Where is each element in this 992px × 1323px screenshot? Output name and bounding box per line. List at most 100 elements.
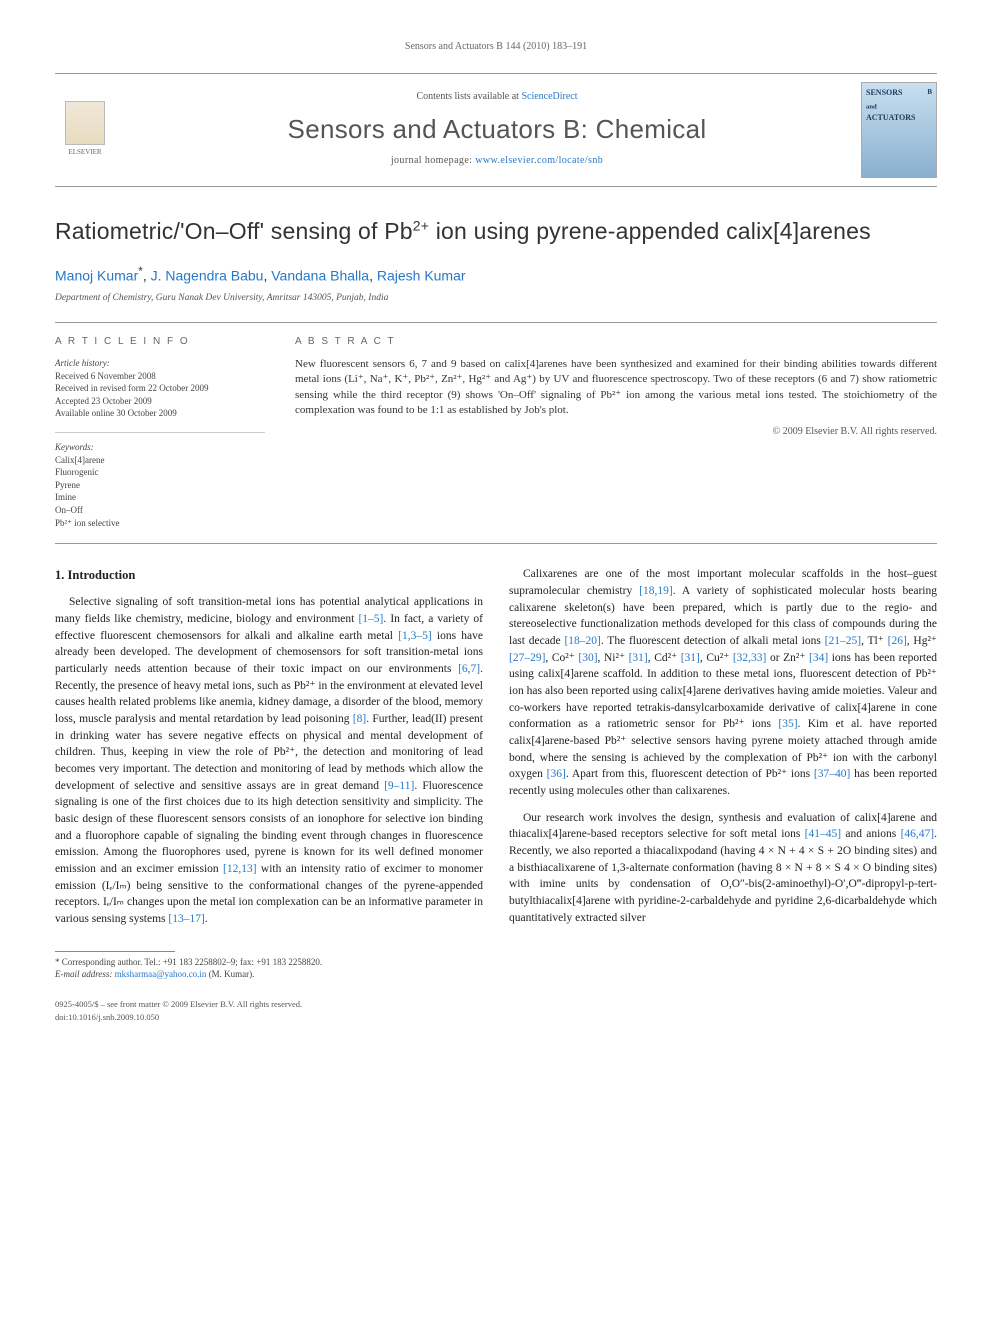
title-pre: Ratiometric/'On–Off' sensing of Pb: [55, 218, 413, 244]
p2c: . The fluorescent detection of alkali me…: [601, 635, 825, 647]
elsevier-tree-icon: [65, 101, 105, 145]
keywords-label: Keywords:: [55, 442, 94, 452]
footnotes: * Corresponding author. Tel.: +91 183 22…: [55, 956, 937, 980]
intro-p3: Our research work involves the design, s…: [509, 810, 937, 927]
authors: Manoj Kumar*, J. Nagendra Babu, Vandana …: [55, 264, 937, 286]
accepted: Accepted 23 October 2009: [55, 396, 152, 406]
intro-p1: Selective signaling of soft transition-m…: [55, 594, 483, 927]
page-bottom: 0925-4005/$ – see front matter © 2009 El…: [55, 998, 937, 1023]
p2g: , Ni²⁺: [598, 652, 629, 664]
ref-41-45[interactable]: [41–45]: [805, 828, 841, 840]
article-info: A R T I C L E I N F O Article history: R…: [55, 335, 265, 530]
page: Sensors and Actuators B 144 (2010) 183–1…: [0, 0, 992, 1053]
ref-31b[interactable]: [31]: [681, 652, 700, 664]
kw-4: On–Off: [55, 505, 83, 515]
p2i: , Cu²⁺: [700, 652, 733, 664]
ref-30[interactable]: [30]: [578, 652, 597, 664]
kw-3: Imine: [55, 492, 76, 502]
doi-line: doi:10.1016/j.snb.2009.10.050: [55, 1011, 302, 1023]
ref-18-19[interactable]: [18,19]: [639, 585, 673, 597]
ref-21-25[interactable]: [21–25]: [825, 635, 861, 647]
ref-18-20[interactable]: [18–20]: [564, 635, 600, 647]
info-heading: A R T I C L E I N F O: [55, 335, 265, 350]
p3c: . Recently, we also reported a thiacalix…: [509, 828, 937, 923]
abstract-heading: A B S T R A C T: [295, 335, 937, 350]
meta-row: A R T I C L E I N F O Article history: R…: [55, 322, 937, 545]
ref-12-13[interactable]: [12,13]: [223, 863, 257, 875]
ref-1-3-5[interactable]: [1,3–5]: [398, 630, 432, 642]
journal-cover-thumb: SENSORSandACTUATORS B: [861, 82, 937, 178]
kw-1: Fluorogenic: [55, 467, 99, 477]
kw-0: Calix[4]arene: [55, 455, 104, 465]
ref-13-17[interactable]: [13–17]: [168, 913, 204, 925]
homepage-link[interactable]: www.elsevier.com/locate/snb: [475, 155, 603, 166]
corr-marker: *: [138, 265, 143, 278]
author-link-3[interactable]: Vandana Bhalla: [271, 268, 369, 284]
p2f: , Co²⁺: [545, 652, 578, 664]
email-link[interactable]: mksharmaa@yahoo.co.in: [115, 969, 207, 979]
ref-34[interactable]: [34]: [809, 652, 828, 664]
author-link-2[interactable]: J. Nagendra Babu: [151, 268, 264, 284]
email-suffix: (M. Kumar).: [206, 969, 254, 979]
email-label: E-mail address:: [55, 969, 115, 979]
kw-5: Pb²⁺ ion selective: [55, 518, 119, 528]
homepage-line: journal homepage: www.elsevier.com/locat…: [133, 154, 861, 169]
author-link-1[interactable]: Manoj Kumar: [55, 268, 138, 284]
p2h: , Cd²⁺: [648, 652, 681, 664]
history-block: Article history: Received 6 November 200…: [55, 357, 265, 420]
p1f: . Fluorescence signaling is one of the f…: [55, 780, 483, 875]
ref-6-7[interactable]: [6,7]: [458, 663, 480, 675]
p2j: or Zn²⁺: [766, 652, 809, 664]
issn-line: 0925-4005/$ – see front matter © 2009 El…: [55, 998, 302, 1010]
history-label: Article history:: [55, 358, 110, 368]
title-sup: 2+: [413, 217, 429, 233]
ref-37-40[interactable]: [37–40]: [814, 768, 850, 780]
revised: Received in revised form 22 October 2009: [55, 383, 208, 393]
publisher-logo: ELSEVIER: [55, 95, 115, 165]
section-heading-intro: 1. Introduction: [55, 566, 483, 584]
ref-1-5[interactable]: [1–5]: [358, 613, 383, 625]
online: Available online 30 October 2009: [55, 408, 177, 418]
ref-9-11[interactable]: [9–11]: [384, 780, 414, 792]
bottom-left: 0925-4005/$ – see front matter © 2009 El…: [55, 998, 302, 1023]
cover-sub: B: [927, 87, 932, 97]
p1h: .: [205, 913, 208, 925]
author-link-4[interactable]: Rajesh Kumar: [377, 268, 466, 284]
journal-title: Sensors and Actuators B: Chemical: [133, 111, 861, 149]
article-title: Ratiometric/'On–Off' sensing of Pb2+ ion…: [55, 215, 937, 248]
p2d: , Tl⁺: [861, 635, 888, 647]
title-post: ion using pyrene-appended calix[4]arenes: [429, 218, 871, 244]
sciencedirect-link[interactable]: ScienceDirect: [521, 91, 577, 102]
masthead-center: Contents lists available at ScienceDirec…: [133, 90, 861, 169]
intro-p2: Calixarenes are one of the most importan…: [509, 566, 937, 799]
footnote-rule: [55, 951, 175, 952]
p2e: , Hg²⁺: [907, 635, 937, 647]
ref-32-33[interactable]: [32,33]: [733, 652, 767, 664]
homepage-prefix: journal homepage:: [391, 155, 475, 166]
received: Received 6 November 2008: [55, 371, 156, 381]
p3b: and anions: [841, 828, 901, 840]
p2m: . Apart from this, fluorescent detection…: [566, 768, 814, 780]
keywords-block: Keywords: Calix[4]arene Fluorogenic Pyre…: [55, 432, 265, 529]
ref-36[interactable]: [36]: [547, 768, 566, 780]
kw-2: Pyrene: [55, 480, 80, 490]
ref-35[interactable]: [35]: [778, 718, 797, 730]
email-line: E-mail address: mksharmaa@yahoo.co.in (M…: [55, 968, 937, 980]
running-head: Sensors and Actuators B 144 (2010) 183–1…: [55, 40, 937, 55]
cover-line1: SENSORS: [866, 88, 902, 97]
publisher-label: ELSEVIER: [68, 147, 101, 157]
affiliation: Department of Chemistry, Guru Nanak Dev …: [55, 292, 937, 306]
ref-26[interactable]: [26]: [888, 635, 907, 647]
ref-27-29[interactable]: [27–29]: [509, 652, 545, 664]
masthead: ELSEVIER Contents lists available at Sci…: [55, 73, 937, 187]
body-columns: 1. Introduction Selective signaling of s…: [55, 566, 937, 937]
ref-8[interactable]: [8]: [353, 713, 366, 725]
copyright: © 2009 Elsevier B.V. All rights reserved…: [295, 425, 937, 440]
cover-line2: ACTUATORS: [866, 113, 916, 122]
abstract-block: A B S T R A C T New fluorescent sensors …: [295, 335, 937, 530]
ref-46-47[interactable]: [46,47]: [901, 828, 935, 840]
abstract-text: New fluorescent sensors 6, 7 and 9 based…: [295, 357, 937, 419]
contents-line: Contents lists available at ScienceDirec…: [133, 90, 861, 105]
contents-prefix: Contents lists available at: [416, 91, 521, 102]
ref-31a[interactable]: [31]: [629, 652, 648, 664]
